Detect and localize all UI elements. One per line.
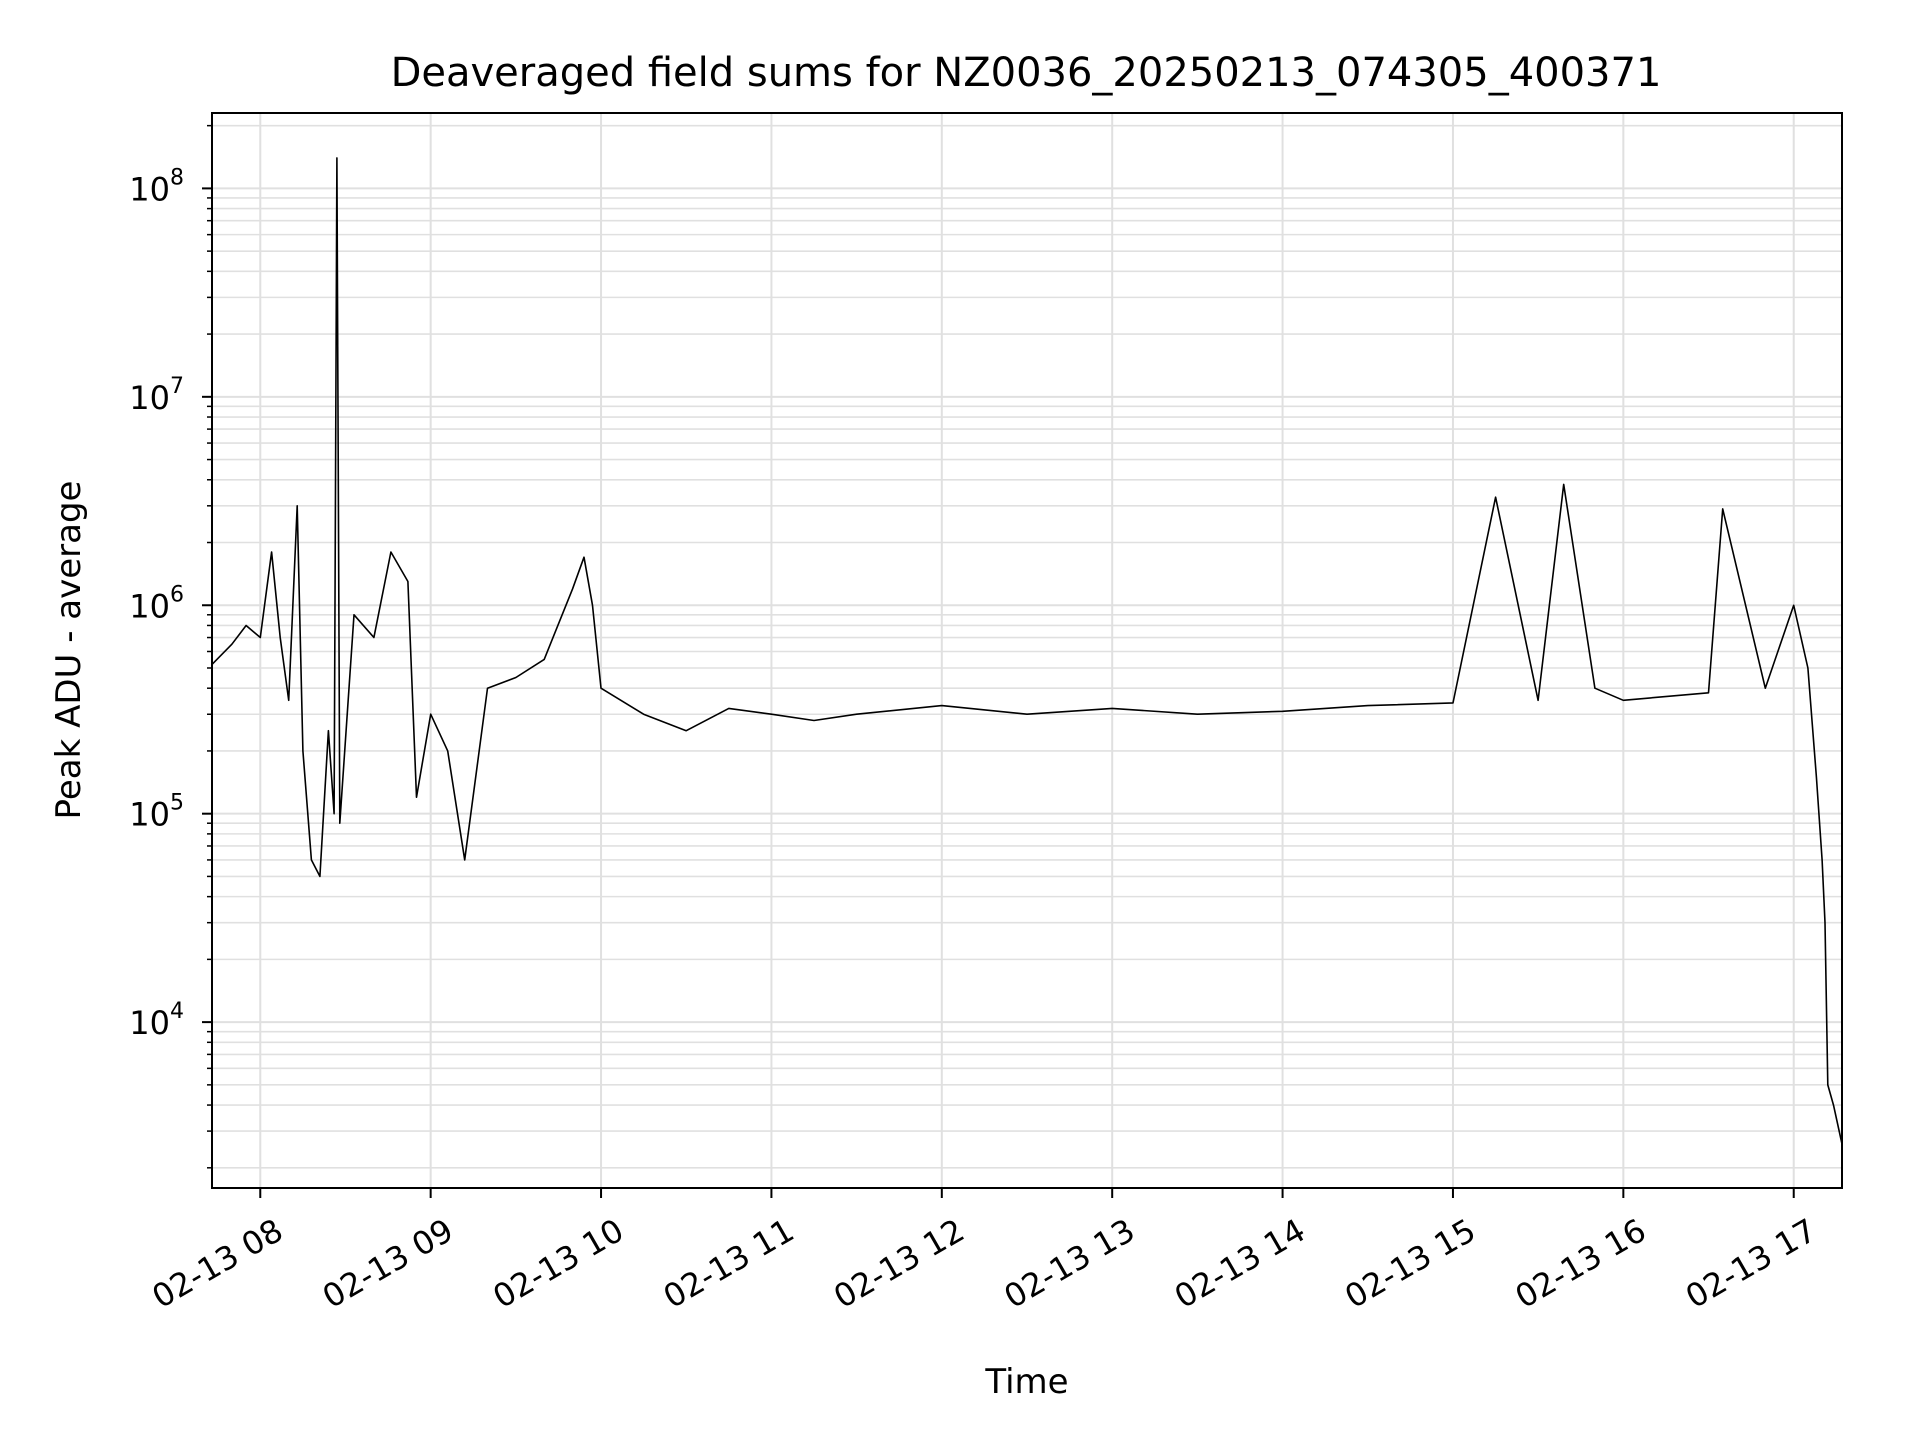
y-tick-exponent: 4 <box>170 999 184 1024</box>
y-tick-exponent: 6 <box>170 582 184 607</box>
y-axis-label: Peak ADU - average <box>49 481 89 820</box>
y-tick-label: 105 <box>129 791 184 834</box>
chart-title: Deaveraged field sums for NZ0036_2025021… <box>391 50 1662 96</box>
y-tick-exponent: 5 <box>170 791 184 816</box>
y-tick-label: 108 <box>129 165 184 208</box>
series-line <box>211 157 1843 1145</box>
y-tick-base: 10 <box>129 379 170 417</box>
y-tick-label: 106 <box>129 582 184 625</box>
y-tick-base: 10 <box>129 170 170 208</box>
grid <box>212 113 1842 1188</box>
plot-frame <box>211 112 1843 1189</box>
y-tick-label: 104 <box>129 999 184 1042</box>
y-tick-base: 10 <box>129 1004 170 1042</box>
y-tick-base: 10 <box>129 587 170 625</box>
y-tick-base: 10 <box>129 796 170 834</box>
series-layer <box>211 157 1843 1145</box>
x-axis-label: Time <box>984 1362 1068 1402</box>
y-tick-label: 107 <box>129 374 184 417</box>
y-tick-exponent: 7 <box>170 374 184 399</box>
y-tick-exponent: 8 <box>170 165 184 190</box>
